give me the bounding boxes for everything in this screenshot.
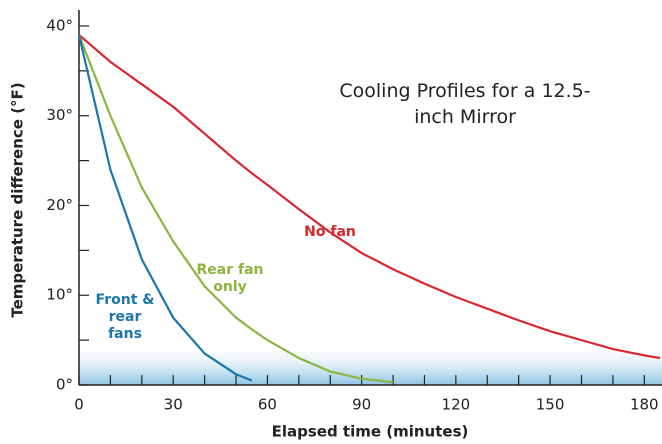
- x-tick-label: 180: [630, 396, 659, 414]
- x-tick-label: 60: [258, 396, 277, 414]
- x-tick-label: 0: [74, 396, 84, 414]
- x-tick-label: 30: [164, 396, 183, 414]
- series-line: [77, 34, 253, 382]
- series-line: [78, 34, 661, 360]
- x-tick-label: 90: [352, 396, 371, 414]
- series-label: Rear fan only: [196, 262, 264, 295]
- y-tick-label: 10°: [46, 286, 73, 304]
- y-tick-label: 40°: [46, 16, 73, 34]
- y-tick-label: 30°: [46, 106, 73, 124]
- x-axis-label: Elapsed time (minutes): [272, 423, 469, 441]
- chart-title: Cooling Profiles for a 12.5-inch Mirror: [339, 80, 591, 128]
- series-label: Front & rear fans: [95, 292, 155, 342]
- y-tick-label: 0°: [56, 376, 73, 394]
- series-line: [77, 34, 394, 384]
- x-tick-label: 150: [536, 396, 565, 414]
- x-tick-label: 120: [442, 396, 471, 414]
- y-axis-label: Temperature difference (°F): [9, 82, 27, 317]
- y-tick-label: 20°: [46, 196, 73, 214]
- series-label: No fan: [304, 224, 356, 240]
